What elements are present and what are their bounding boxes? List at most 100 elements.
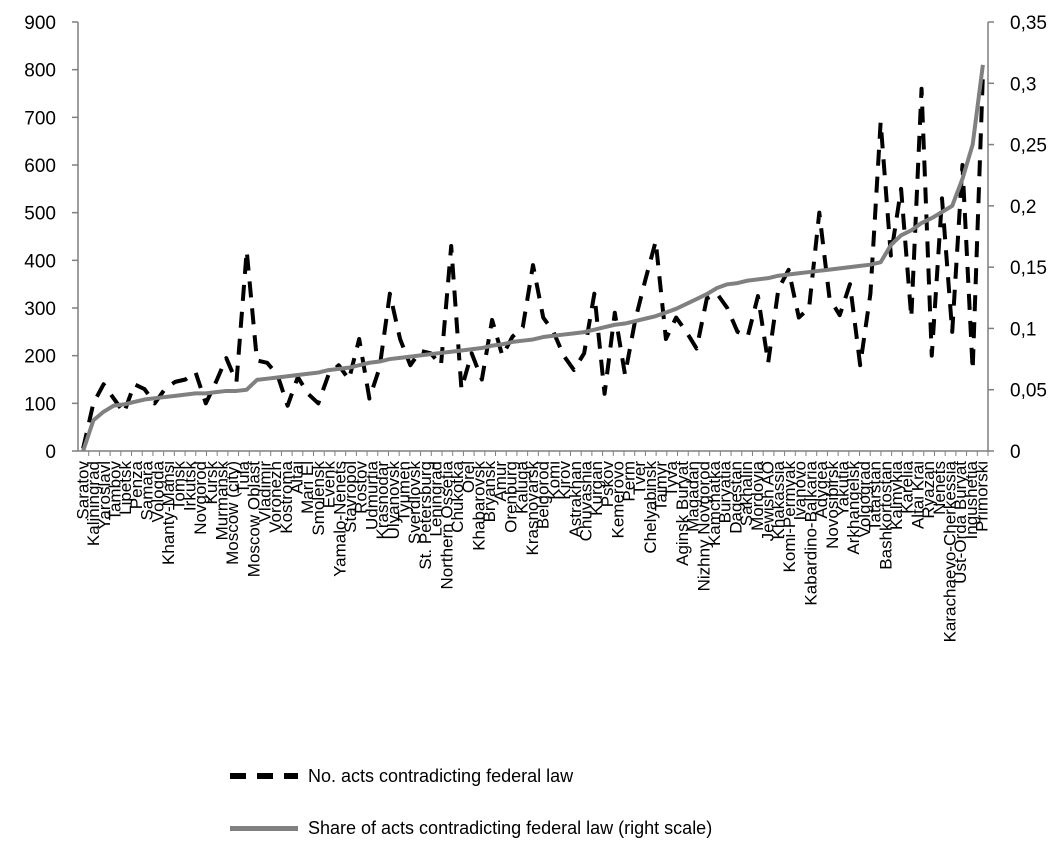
x-tick-label: Aginsk Buryat — [673, 461, 692, 566]
x-tick-label: Nenets — [930, 461, 949, 515]
legend-label-share: Share of acts contradicting federal law … — [308, 817, 713, 838]
left-y-axis: 0 100 200 300 400 500 600 700 800 900 — [24, 13, 79, 463]
x-tick-label: Karachaevo-Cherkessia — [941, 460, 960, 642]
x-tick-label: Kaliningrad — [84, 461, 103, 546]
x-tick-label: Sakhalin — [737, 461, 756, 526]
x-tick-label: Kamchatka — [705, 460, 724, 546]
left-tick-label: 800 — [24, 61, 56, 82]
right-tick-label: 0,2 — [1010, 197, 1036, 218]
x-tick-label: Evenk — [320, 461, 339, 509]
x-tick-label: Tver — [630, 461, 649, 495]
x-tick-label: Moscow Oblast — [245, 461, 264, 577]
x-tick-label: Yaroslavl — [95, 461, 114, 530]
x-tick-label: Novosibirsk — [823, 461, 842, 549]
x-tick-label: Ryazan — [919, 461, 938, 519]
x-tick-label: Orel — [459, 461, 478, 493]
legend-item-acts: No. acts contradicting federal law — [230, 758, 870, 794]
x-tick-label: Vladimir — [255, 461, 274, 523]
x-tick-label: Smolensk — [309, 461, 328, 536]
x-tick-label: Arkhangelsk — [844, 461, 863, 555]
x-tick-label: Komi — [544, 461, 563, 500]
x-tick-label: Buryatia — [716, 460, 735, 523]
x-tick-label: Ingushetia — [962, 460, 981, 539]
series-line-acts — [81, 74, 985, 450]
x-tick-label: Lipetsk — [116, 461, 135, 515]
x-tick-label: Dagestan — [726, 461, 745, 534]
left-tick-label: 400 — [24, 251, 56, 272]
x-tick-label: Jewish AO — [759, 461, 778, 541]
x-tick-label: Kurgan — [587, 461, 606, 516]
x-tick-label: Voronezh — [266, 461, 285, 533]
legend-label-acts: No. acts contradicting federal law — [308, 765, 574, 786]
x-tick-label: Komi-Permyak — [780, 461, 799, 573]
x-tick-label: Taimyr — [651, 461, 670, 511]
left-tick-label: 700 — [24, 108, 56, 129]
x-tick-label: Novgorod — [191, 461, 210, 535]
x-axis: SaratovKaliningradYaroslavlTambovLipetsk… — [73, 450, 992, 642]
left-tick-label: 900 — [24, 13, 56, 34]
x-tick-label: Khabarovsk — [469, 461, 488, 551]
x-tick-label: Kursk — [202, 461, 221, 505]
x-tick-label: Rostov — [352, 461, 371, 514]
x-tick-label: Mordovia — [748, 460, 767, 530]
x-tick-label: Irkutsk — [180, 461, 199, 512]
legend-swatch-solid — [230, 825, 298, 831]
left-tick-label: 200 — [24, 347, 56, 368]
x-tick-label: Altai Krai — [908, 461, 927, 529]
right-tick-label: 0,1 — [1010, 319, 1036, 340]
x-tick-label: Kostroma — [277, 460, 296, 533]
x-tick-label: Ust-Orda Buryat — [951, 461, 970, 584]
x-tick-label: Mari El — [298, 461, 317, 514]
left-tick-label: 100 — [24, 394, 56, 415]
right-y-axis: 0 0,05 0,1 0,15 0,2 0,25 0,3 0,35 — [987, 13, 1047, 463]
series-layer — [81, 64, 985, 452]
x-tick-label: Volgograd — [855, 461, 874, 538]
x-tick-label: Ivanovo — [791, 461, 810, 521]
x-tick-label: Tambov — [105, 461, 124, 521]
x-tick-label: Orenburg — [502, 461, 521, 533]
x-tick-label: St. Petersburg — [416, 461, 435, 570]
x-tick-label: Bashkortostan — [876, 461, 895, 570]
x-tick-label: Astrakhan — [566, 461, 585, 538]
legend-swatch-dashed — [230, 773, 298, 779]
x-tick-label: Udmurtia — [362, 460, 381, 530]
x-tick-label: Chelyabinsk — [641, 461, 660, 554]
x-tick-label: Ulyanovsk — [384, 461, 403, 540]
x-tick-label: Leningrad — [427, 461, 446, 537]
right-tick-label: 0,15 — [1010, 258, 1047, 279]
x-tick-label: Kalmykia — [887, 460, 906, 530]
x-tick-label: Yakutia — [833, 460, 852, 516]
x-tick-label: Altai — [287, 461, 306, 494]
x-tick-label: Samara — [138, 460, 157, 520]
left-tick-label: 500 — [24, 204, 56, 225]
x-tick-label: Primorski — [973, 461, 992, 532]
series-line-share — [81, 64, 985, 452]
x-tick-label: Yamalo-Nenets — [330, 461, 349, 577]
x-tick-label: Kabardino-Balkaria — [801, 460, 820, 605]
x-tick-label: Tyva — [662, 460, 681, 496]
x-tick-label: Amur — [491, 461, 510, 502]
x-tick-label: Krasnoyarsk — [523, 461, 542, 556]
x-tick-label: Northern Ossetia — [437, 460, 456, 589]
x-tick-label: Vologda — [148, 460, 167, 522]
left-tick-label: 300 — [24, 299, 56, 320]
x-tick-label: Kemerovo — [609, 461, 628, 538]
x-tick-label: Murmansk — [213, 461, 232, 541]
x-tick-label: Tyumen — [395, 461, 414, 521]
left-tick-label: 0 — [45, 442, 56, 463]
x-tick-label: Stavropol — [341, 461, 360, 533]
x-tick-label: Chuvashia — [577, 460, 596, 541]
x-tick-label: Nizhny Novgorod — [694, 461, 713, 591]
x-tick-label: Belgorod — [534, 461, 553, 529]
x-tick-label: Kirov — [555, 461, 574, 500]
right-tick-label: 0,35 — [1010, 13, 1047, 34]
x-tick-label: Khakassia — [769, 460, 788, 539]
x-tick-label: Tula — [234, 460, 253, 493]
x-tick-label: Tatarstan — [866, 461, 885, 531]
x-tick-label: Saratov — [73, 461, 92, 520]
x-tick-label: Chukotka — [448, 460, 467, 532]
x-tick-label: Karelia — [898, 460, 917, 513]
right-tick-label: 0,05 — [1010, 381, 1047, 402]
x-tick-label: Sverdlovsk — [405, 461, 424, 545]
